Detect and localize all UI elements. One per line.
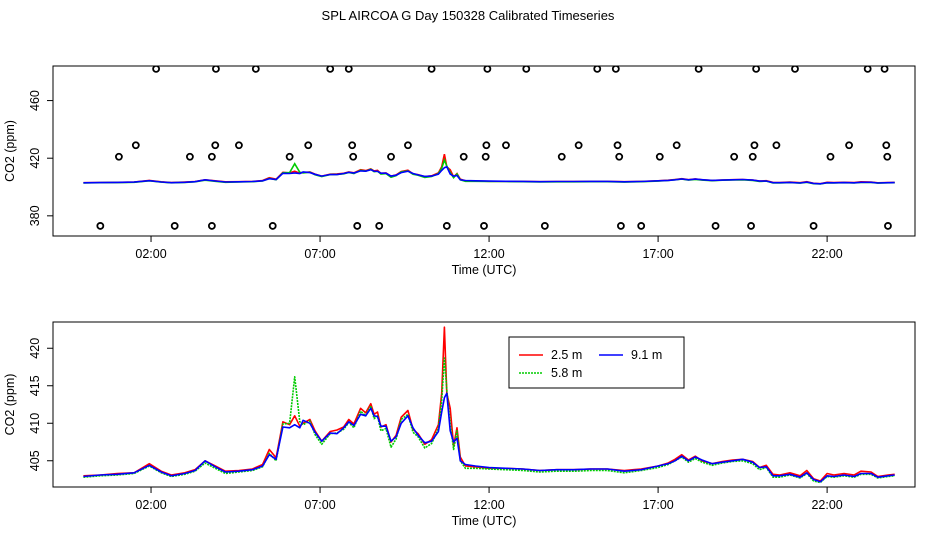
calibration-point xyxy=(884,222,892,230)
calibration-point xyxy=(442,222,451,230)
calibration-point xyxy=(557,152,566,161)
series-line-5-8-m xyxy=(83,357,895,484)
x-tick-label: 22:00 xyxy=(811,498,842,512)
x-tick-label: 02:00 xyxy=(135,498,166,512)
calibration-point xyxy=(574,141,583,150)
calibration-point xyxy=(251,66,260,73)
calibration-point xyxy=(593,66,602,73)
calibration-point xyxy=(615,152,624,161)
calibration-point xyxy=(880,66,889,73)
legend-label: 9.1 m xyxy=(631,348,662,362)
calibration-point xyxy=(752,66,761,73)
calibration-point xyxy=(211,141,220,150)
calibration-point xyxy=(502,141,510,150)
legend-box xyxy=(508,336,685,389)
x-tick-label: 12:00 xyxy=(473,247,504,261)
calibration-point xyxy=(212,66,220,73)
calibration-point xyxy=(883,152,892,161)
series-line-2-5-m xyxy=(83,326,895,482)
calibration-point xyxy=(207,222,216,230)
calibration-point xyxy=(730,152,739,161)
calibration-point xyxy=(613,141,622,150)
y-tick-label: 405 xyxy=(28,450,42,471)
calibration-point xyxy=(482,141,491,150)
calibration-point xyxy=(285,152,294,161)
calibration-point xyxy=(375,222,384,230)
plot-frame xyxy=(52,321,916,488)
calibration-point xyxy=(131,141,140,150)
calibration-point xyxy=(882,141,891,150)
calibration-point xyxy=(483,66,492,73)
calibration-point xyxy=(235,141,243,150)
series-line-9-1-m xyxy=(83,392,895,483)
calibration-point xyxy=(326,66,335,73)
x-axis-label: Time (UTC) xyxy=(452,263,517,277)
calibration-point xyxy=(480,222,488,230)
y-tick-label: 460 xyxy=(28,90,42,111)
calibration-point xyxy=(845,141,853,150)
calibration-point xyxy=(637,222,646,230)
y-tick-label: 420 xyxy=(28,148,42,169)
calibration-point xyxy=(427,66,436,73)
x-tick-label: 12:00 xyxy=(473,498,504,512)
x-tick-label: 07:00 xyxy=(304,247,335,261)
calibration-point xyxy=(186,152,194,161)
x-tick-label: 17:00 xyxy=(642,498,673,512)
x-axis-label: Time (UTC) xyxy=(452,514,517,528)
calibration-point xyxy=(207,152,216,161)
x-tick-label: 22:00 xyxy=(811,247,842,261)
calibration-point xyxy=(404,141,412,150)
calibration-point xyxy=(617,222,625,230)
calibration-point xyxy=(672,141,681,150)
calibration-point xyxy=(750,141,759,150)
calibration-point xyxy=(349,152,358,161)
calibration-point xyxy=(711,222,720,230)
legend-label: 5.8 m xyxy=(551,366,582,380)
calibration-point xyxy=(344,66,353,73)
calibration-point xyxy=(826,152,835,161)
legend: 2.5 m 5.8 m 9.1 m xyxy=(508,336,685,389)
calibration-point xyxy=(809,222,818,230)
legend-label: 2.5 m xyxy=(551,348,582,362)
calibration-point xyxy=(170,222,179,230)
calibration-point xyxy=(304,141,313,150)
calibration-point xyxy=(459,152,468,161)
y-tick-label: 420 xyxy=(28,338,42,359)
calibration-point xyxy=(152,66,161,73)
calibration-point xyxy=(655,152,664,161)
calibration-point xyxy=(611,66,620,73)
calibration-point xyxy=(96,222,105,230)
y-axis-label: CO2 (ppm) xyxy=(3,120,17,182)
calibration-point xyxy=(772,141,781,150)
x-tick-label: 02:00 xyxy=(135,247,166,261)
y-tick-label: 380 xyxy=(28,205,42,226)
x-tick-label: 17:00 xyxy=(642,247,673,261)
y-tick-label: 410 xyxy=(28,413,42,434)
x-tick-label: 07:00 xyxy=(304,498,335,512)
plot-panel-2: 02:00 07:00 12:00 17:00 22:00 Time (UTC) 405 41… xyxy=(3,321,916,528)
calibration-point xyxy=(694,66,703,73)
chart-title: SPL AIRCOA G Day 150328 Calibrated Times… xyxy=(321,8,615,23)
calibration-point xyxy=(540,222,549,230)
calibration-point xyxy=(748,152,757,161)
calibration-point xyxy=(522,66,531,73)
calibration-point xyxy=(115,152,123,161)
calibration-point xyxy=(353,222,362,230)
series-line xyxy=(83,165,895,185)
calibration-point xyxy=(268,222,277,230)
calibration-point xyxy=(863,66,872,73)
calibration-point xyxy=(791,66,799,73)
calibration-point xyxy=(348,141,357,150)
calibration-point xyxy=(481,152,490,161)
plot-frame xyxy=(52,65,916,237)
y-tick-label: 415 xyxy=(28,375,42,396)
y-axis-label: CO2 (ppm) xyxy=(3,374,17,436)
calibration-point xyxy=(747,222,755,230)
plot-panel-1: 02:00 07:00 12:00 17:00 22:00 Time (UTC) 380 42… xyxy=(3,65,916,277)
calibration-point xyxy=(387,152,395,161)
